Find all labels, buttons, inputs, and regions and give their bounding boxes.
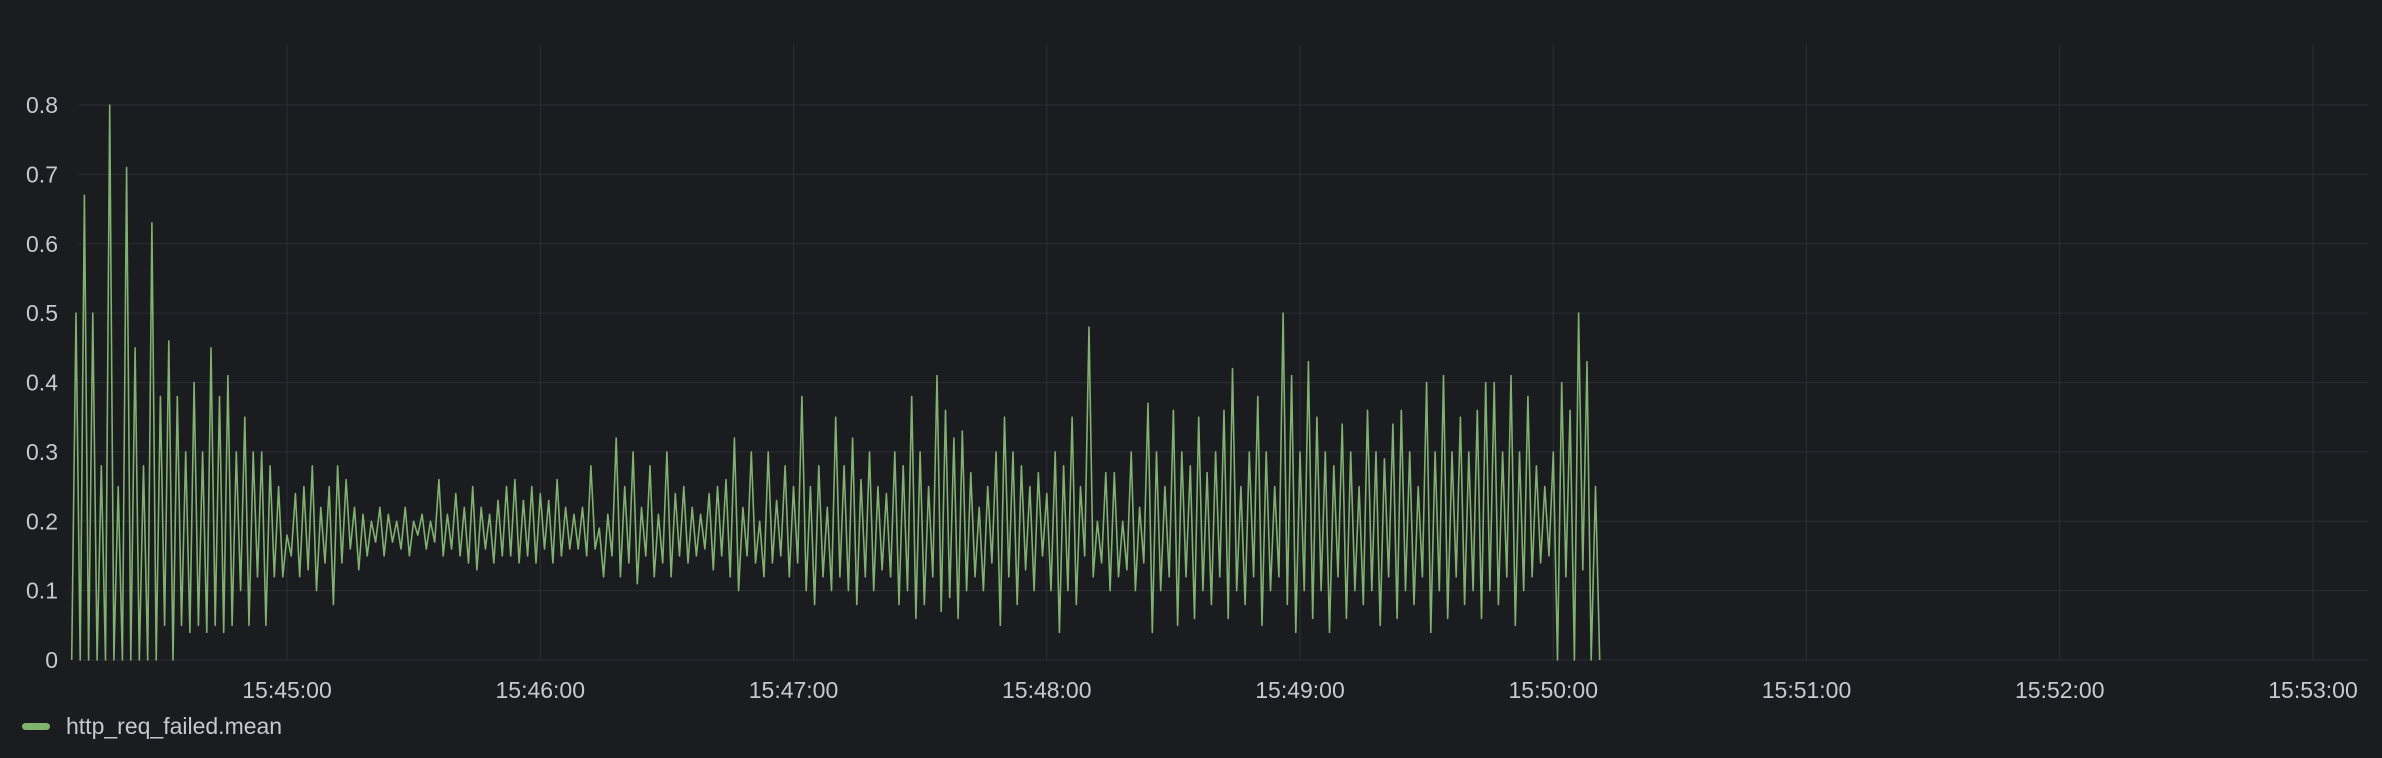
x-tick-label: 15:46:00 [495, 677, 585, 703]
x-tick-label: 15:48:00 [1002, 677, 1092, 703]
x-axis: 15:45:00 15:46:00 15:47:00 15:48:00 15:49:00… [242, 677, 2358, 703]
x-tick-label: 15:51:00 [1762, 677, 1852, 703]
grid [78, 45, 2368, 661]
y-tick-label: 0.1 [26, 578, 58, 604]
y-tick-label: 0.3 [26, 439, 58, 465]
y-tick-label: 0.2 [26, 508, 58, 534]
y-tick-label: 0.4 [26, 370, 58, 396]
x-tick-label: 15:45:00 [242, 677, 332, 703]
legend-label: http_req_failed.mean [66, 713, 283, 739]
legend-swatch [22, 723, 50, 730]
y-tick-label: 0.5 [26, 300, 58, 326]
y-tick-label: 0.6 [26, 231, 58, 257]
y-tick-label: 0 [45, 647, 58, 673]
y-tick-label: 0.8 [26, 92, 58, 118]
series-line[interactable] [70, 104, 1601, 661]
x-tick-label: 15:52:00 [2015, 677, 2105, 703]
x-tick-label: 15:47:00 [749, 677, 839, 703]
y-tick-label: 0.7 [26, 161, 58, 187]
y-axis: 0 0.1 0.2 0.3 0.4 0.5 0.6 0.7 0.8 [26, 92, 58, 673]
x-tick-label: 15:49:00 [1255, 677, 1345, 703]
legend-item-http-req-failed-mean[interactable]: http_req_failed.mean [22, 713, 282, 740]
x-tick-label: 15:50:00 [1508, 677, 1598, 703]
series-layer [70, 104, 1601, 661]
x-tick-label: 15:53:00 [2268, 677, 2358, 703]
